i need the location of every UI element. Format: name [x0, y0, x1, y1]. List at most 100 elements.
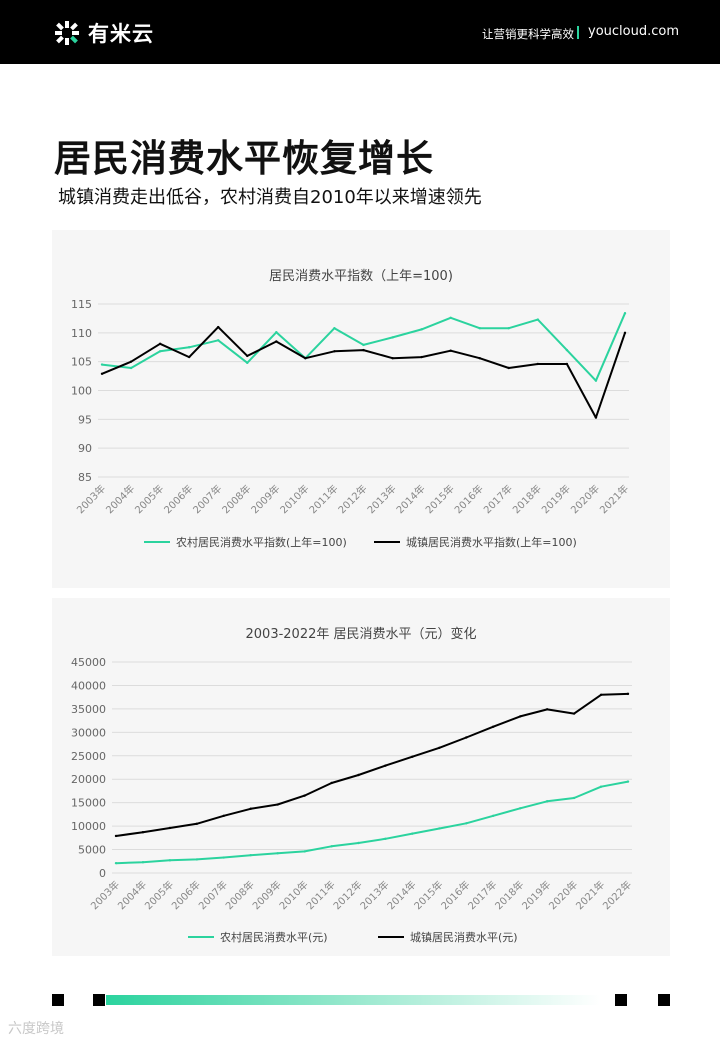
- data-point: [246, 354, 249, 358]
- y-tick-label: 105: [71, 356, 92, 369]
- y-tick-label: 25000: [71, 750, 106, 763]
- data-point: [246, 361, 249, 365]
- legend-label: 城镇居民消费水平(元): [410, 930, 518, 944]
- data-point: [438, 827, 441, 830]
- data-point: [492, 725, 495, 728]
- data-point: [572, 796, 576, 800]
- data-point: [507, 327, 510, 330]
- x-tick-label: 2011年: [306, 482, 340, 516]
- data-point: [276, 803, 279, 806]
- x-tick-label: 2005年: [132, 482, 166, 516]
- logo-text: 有米云: [88, 22, 154, 46]
- site-link[interactable]: youcloud.com: [588, 24, 679, 39]
- data-point: [536, 362, 540, 366]
- chart-card-level: 2003-2022年 居民消费水平（元）变化 45000 40000 35000 300…: [52, 598, 670, 956]
- chart-title: 居民消费水平指数（上年=100): [269, 269, 453, 284]
- y-tick-label: 15000: [71, 797, 106, 810]
- x-tick-label: 2018年: [492, 878, 526, 912]
- data-point: [391, 336, 394, 339]
- data-point: [478, 357, 481, 360]
- data-point: [626, 692, 630, 696]
- legend-label: 农村居民消费水平(元): [220, 930, 328, 944]
- x-tick-label: 2003年: [74, 482, 108, 516]
- data-point: [195, 858, 199, 861]
- data-point: [275, 331, 278, 334]
- data-point: [623, 312, 627, 315]
- y-tick-label: 85: [78, 471, 92, 484]
- x-tick-label: 2021年: [573, 878, 607, 912]
- x-tick-label: 2010年: [276, 878, 310, 912]
- data-point: [129, 366, 133, 370]
- data-point: [626, 780, 630, 783]
- x-tick-label: 2006年: [161, 482, 195, 516]
- data-point: [249, 807, 252, 810]
- footer-square-4: [658, 994, 670, 1006]
- data-point: [249, 853, 252, 857]
- data-point: [478, 327, 481, 330]
- data-point: [545, 708, 549, 711]
- tagline: 让营销更科学高效: [482, 27, 574, 41]
- data-point: [330, 845, 333, 848]
- data-point: [572, 712, 576, 715]
- data-point: [357, 773, 360, 777]
- x-tick-label: 2014年: [393, 482, 427, 516]
- y-tick-label: 45000: [71, 656, 106, 669]
- x-tick-label: 2008年: [219, 482, 253, 516]
- data-point: [303, 794, 306, 797]
- data-point: [565, 362, 569, 366]
- data-point: [420, 328, 423, 331]
- x-tick-label: 2019年: [519, 878, 553, 912]
- data-point: [362, 348, 365, 352]
- x-tick-label: 2020年: [568, 482, 602, 516]
- data-point: [465, 736, 468, 739]
- x-tick-label: 2014年: [384, 878, 418, 912]
- data-point: [141, 831, 145, 834]
- data-point: [217, 339, 220, 342]
- x-tick-label: 2009年: [250, 878, 284, 912]
- x-tick-label: 2017年: [465, 878, 499, 912]
- y-tick-label: 30000: [71, 726, 106, 739]
- legend-label: 城镇居民消费水平指数(上年=100): [406, 535, 577, 549]
- data-point: [362, 343, 365, 347]
- data-point: [599, 693, 603, 697]
- data-point: [276, 852, 279, 855]
- x-tick-label: 2021年: [597, 482, 631, 516]
- x-tick-label: 2016年: [452, 482, 486, 516]
- data-point: [449, 349, 452, 352]
- x-tick-label: 2022年: [600, 878, 634, 912]
- data-point: [275, 340, 278, 343]
- index-line-chart: 居民消费水平指数（上年=100)1151101051009590852003年2…: [71, 269, 631, 549]
- x-tick-label: 2013年: [364, 482, 398, 516]
- footer-square-3: [615, 994, 627, 1006]
- data-point: [449, 316, 452, 320]
- data-point: [391, 357, 394, 360]
- x-tick-label: 2008年: [223, 878, 257, 912]
- y-tick-label: 100: [71, 385, 92, 398]
- data-point: [330, 781, 333, 785]
- x-tick-label: 2004年: [115, 878, 149, 912]
- data-point: [623, 331, 627, 335]
- data-point: [304, 357, 307, 360]
- y-tick-label: 10000: [71, 820, 106, 833]
- x-tick-label: 2015年: [423, 482, 457, 516]
- footer-gradient-bar: [106, 995, 600, 1005]
- data-point: [100, 372, 104, 375]
- x-tick-label: 2004年: [103, 482, 137, 516]
- separator-bar: [577, 26, 579, 39]
- data-point: [594, 416, 598, 419]
- data-point: [411, 832, 414, 835]
- y-tick-label: 0: [99, 867, 106, 880]
- x-tick-label: 2012年: [335, 482, 369, 516]
- data-point: [114, 834, 118, 838]
- x-tick-label: 2006年: [169, 878, 203, 912]
- data-point: [536, 318, 540, 321]
- data-point: [333, 350, 336, 353]
- watermark: 六度跨境: [8, 1021, 64, 1037]
- brand-logo[interactable]: 有米云: [52, 18, 154, 48]
- data-point: [594, 379, 598, 382]
- data-point: [519, 807, 522, 810]
- data-point: [168, 859, 172, 862]
- data-point: [100, 363, 104, 366]
- data-point: [333, 327, 336, 330]
- x-tick-label: 2019年: [539, 482, 573, 516]
